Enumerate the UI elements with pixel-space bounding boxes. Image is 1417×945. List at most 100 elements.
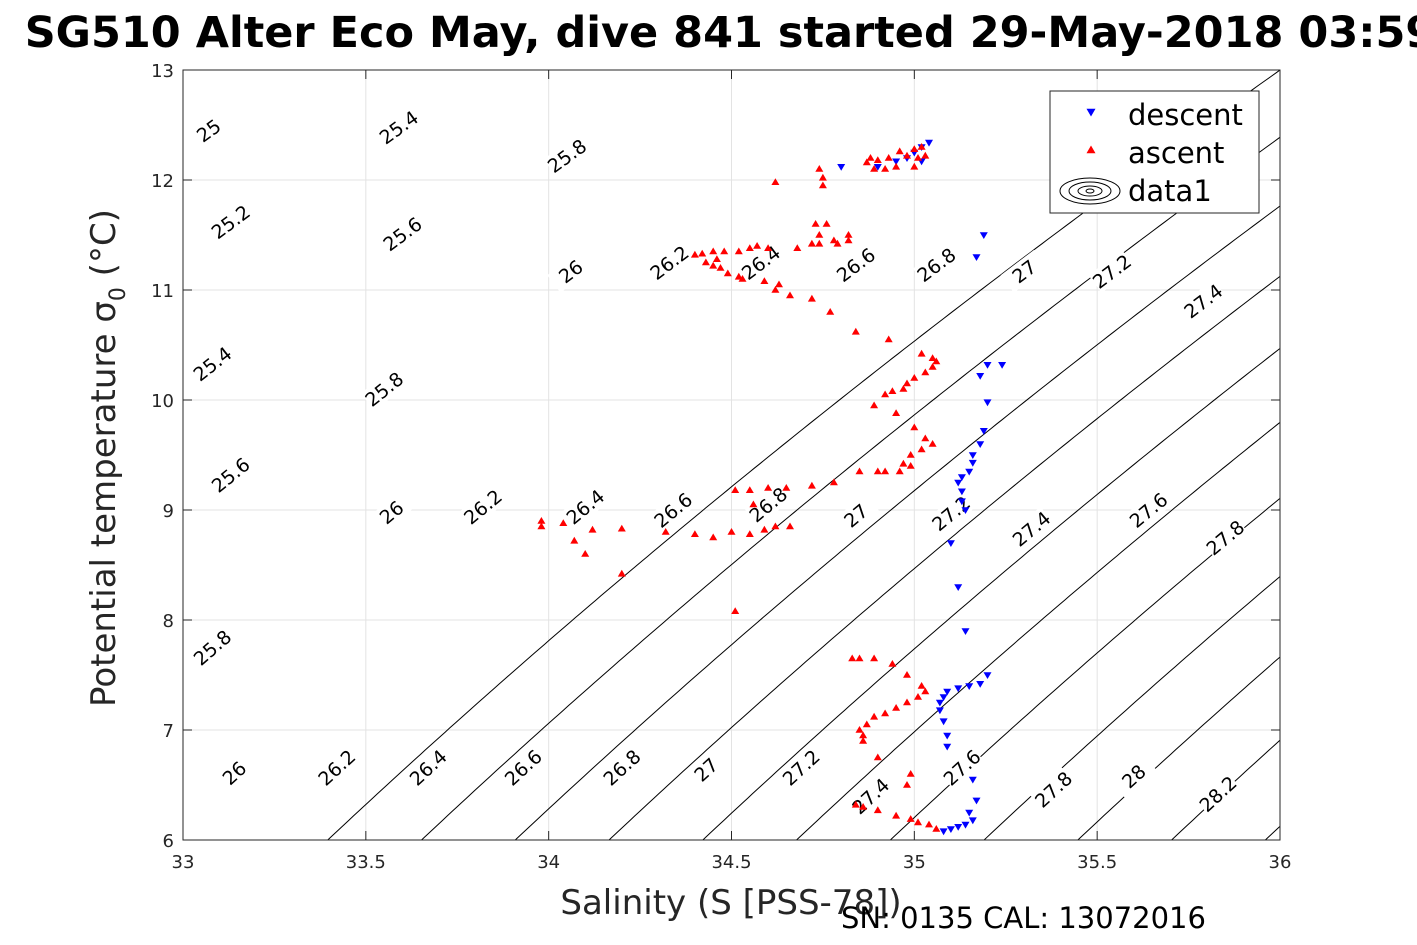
ascent-marker xyxy=(906,815,915,822)
descent-marker xyxy=(976,681,985,688)
ascent-marker xyxy=(782,484,791,491)
ascent-marker xyxy=(910,423,919,431)
descent-marker xyxy=(954,824,963,831)
y-tick-label: 12 xyxy=(151,171,174,192)
ascent-marker xyxy=(709,533,718,541)
ascent-marker xyxy=(892,704,901,711)
contour-label-bg xyxy=(649,488,697,532)
contour-label-bg xyxy=(185,109,233,152)
ascent-marker xyxy=(822,220,831,227)
ascent-marker xyxy=(928,363,937,370)
ascent-marker xyxy=(881,467,890,475)
ascent-marker xyxy=(881,390,890,398)
ascent-marker xyxy=(709,261,718,269)
ascent-marker xyxy=(921,368,930,376)
ascent-marker xyxy=(844,231,853,238)
ascent-marker xyxy=(764,484,773,491)
density-contour-line xyxy=(795,421,1280,840)
contour-label-bg xyxy=(645,241,693,284)
ascent-marker xyxy=(888,387,897,394)
descent-marker xyxy=(972,797,981,805)
ascent-marker xyxy=(884,154,893,161)
svg-text:Salinity (S [PSS-78]): Salinity (S [PSS-78]) xyxy=(560,883,901,923)
ascent-marker xyxy=(870,165,879,172)
descent-marker xyxy=(965,468,974,476)
x-tick-label: 33 xyxy=(172,852,195,873)
ascent-marker xyxy=(826,308,835,315)
ascent-marker xyxy=(873,753,882,761)
descent-marker xyxy=(939,828,948,836)
legend-item-descent: descent xyxy=(1086,98,1243,132)
ascent-marker xyxy=(537,522,546,530)
descent-marker xyxy=(925,139,933,147)
descent-marker xyxy=(983,672,992,679)
contour-label-bg xyxy=(378,212,426,256)
descent-marker xyxy=(939,694,948,701)
ascent-marker xyxy=(870,654,879,662)
contour-label-bg xyxy=(313,745,360,790)
descent-marker xyxy=(998,362,1007,369)
ascent-marker xyxy=(731,486,740,493)
ascent-marker xyxy=(884,335,893,343)
ascent-marker xyxy=(859,803,868,810)
ascent-marker xyxy=(829,236,838,244)
density-contour-line xyxy=(983,575,1280,840)
contour-label-bg xyxy=(360,367,408,411)
ascent-marker xyxy=(932,825,941,832)
ascent-marker xyxy=(917,445,926,453)
ascent-marker xyxy=(873,806,882,814)
y-axis-label-main: Potential temperature σ xyxy=(84,301,124,707)
contour-label-bg xyxy=(500,745,547,790)
axis-ticks: 33 33.5 34 34.5 35 35.5 36 6 7 8 9 10 11 12 13 xyxy=(151,61,1291,873)
descent-marker xyxy=(939,718,948,726)
ascent-marker xyxy=(537,517,546,524)
ascent-marker xyxy=(844,236,853,244)
ascent-marker xyxy=(899,459,908,467)
contour-label-bg xyxy=(1000,249,1048,293)
ascent-marker xyxy=(760,525,769,533)
ascent-marker xyxy=(771,522,780,530)
ascent-marker xyxy=(818,181,827,189)
ascent-marker xyxy=(760,277,769,284)
density-contour-line xyxy=(608,275,1280,840)
contour-label-bg xyxy=(188,342,236,386)
ascent-marker xyxy=(866,154,875,161)
ascent-marker xyxy=(921,687,930,695)
legend-label: ascent xyxy=(1128,136,1224,170)
contour-label-bg xyxy=(1008,506,1055,551)
legend-contour-swatch xyxy=(1077,185,1103,197)
ascent-marker xyxy=(899,385,908,392)
contour-label-bg xyxy=(459,484,507,529)
ascent-marker xyxy=(701,258,710,266)
ascent-marker xyxy=(745,244,754,251)
ascent-marker xyxy=(932,357,941,365)
ascent-marker xyxy=(793,244,802,251)
descent-marker xyxy=(957,474,966,481)
descent-marker xyxy=(943,688,952,696)
contour-label-bg xyxy=(832,243,880,287)
footer-serial-calibration: SN: 0135 CAL: 13072016 xyxy=(841,901,1206,935)
ascent-marker xyxy=(690,530,699,537)
y-tick-label: 13 xyxy=(151,61,174,82)
ascent-marker xyxy=(786,291,794,299)
ascent-marker xyxy=(928,354,937,361)
contour-label-bg xyxy=(207,200,254,244)
contour-label-bg xyxy=(375,105,423,149)
ascent-marker xyxy=(855,467,864,475)
legend-contour-swatch xyxy=(1085,188,1095,194)
contour-label-bg xyxy=(543,134,591,178)
ascent-marker xyxy=(581,550,590,557)
ascent-marker xyxy=(921,151,930,159)
ascent-marker xyxy=(917,349,926,357)
ascent-marker xyxy=(588,525,597,533)
contour-label-bg xyxy=(1030,767,1077,812)
contour-label-bg xyxy=(912,243,960,287)
legend-marker-swatch xyxy=(1086,108,1096,117)
density-contour-line xyxy=(1077,656,1280,840)
descent-marker xyxy=(935,707,944,715)
ascent-marker xyxy=(661,528,670,535)
contour-label-bg xyxy=(682,747,729,792)
legend-item-ascent: ascent xyxy=(1086,136,1224,170)
ascent-marker xyxy=(851,800,860,808)
